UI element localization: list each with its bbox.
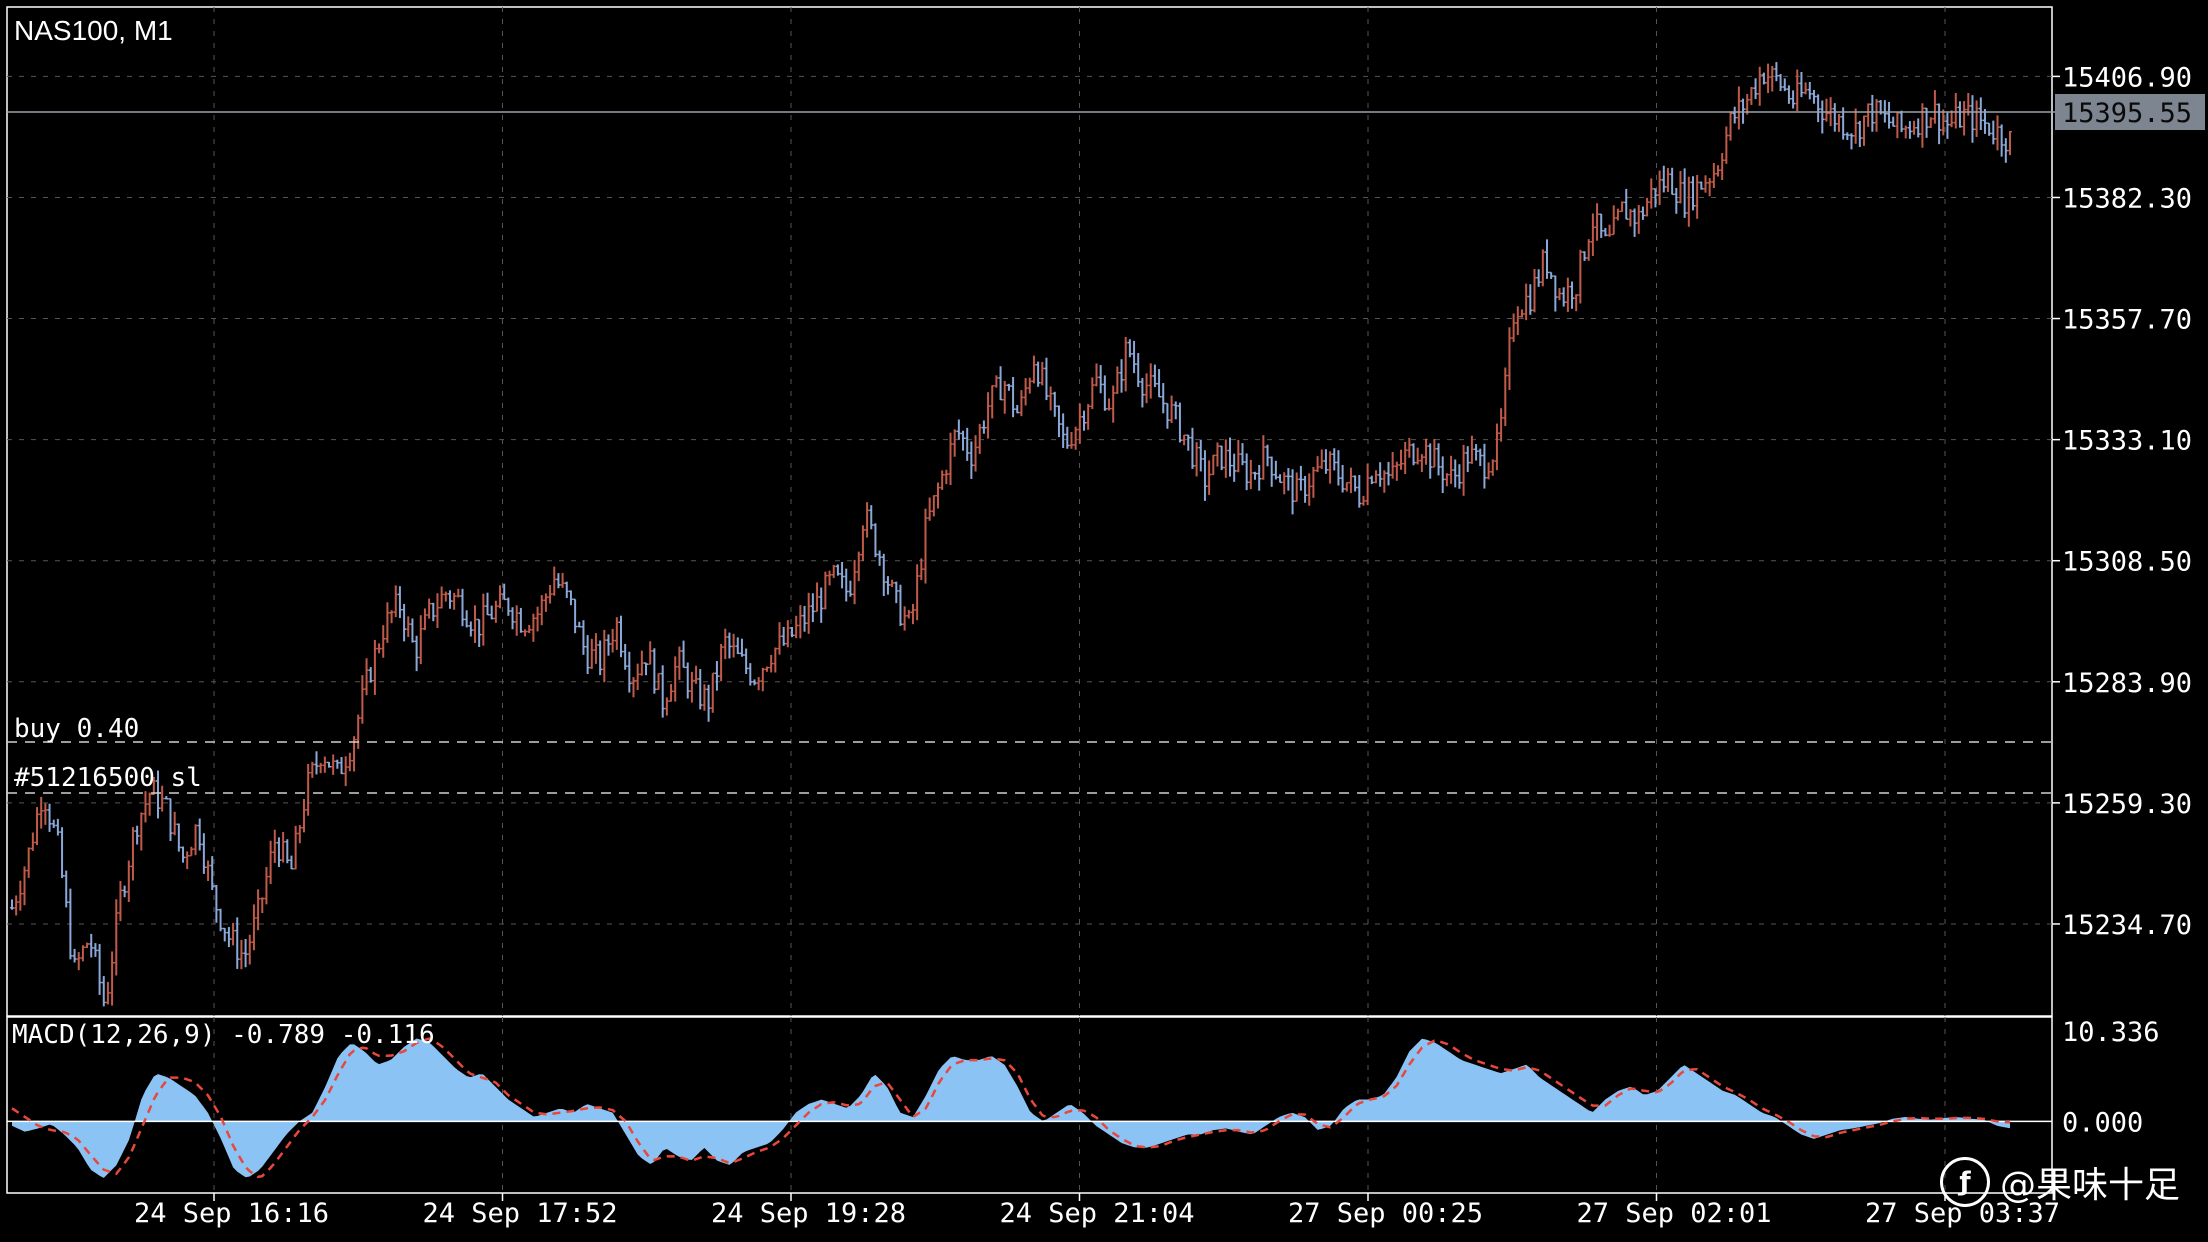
current-price-label: 15395.55 — [2062, 98, 2192, 129]
symbol-label: NAS100, M1 — [14, 15, 173, 46]
candles-group — [10, 62, 2012, 1007]
time-tick-label: 24 Sep 16:16 — [134, 1198, 329, 1229]
time-axis: 24 Sep 16:16 24 Sep 17:52 24 Sep 19:28 24 S… — [134, 1193, 2060, 1229]
watermark-text: @果味十足 — [1999, 1165, 2180, 1206]
price-tick-label: 15357.70 — [2062, 305, 2192, 336]
macd-axis: 10.336 0.000 — [2062, 1017, 2160, 1138]
time-tick-label: 27 Sep 02:01 — [1577, 1198, 1772, 1229]
price-tick-label: 15406.90 — [2062, 62, 2192, 93]
macd-pane-frame — [6, 1016, 2053, 1194]
price-tick-label: 15382.30 — [2062, 183, 2192, 214]
macd-indicator — [7, 1037, 2052, 1179]
current-price-badge — [2055, 94, 2205, 130]
price-tick-label: 15308.50 — [2062, 547, 2192, 578]
time-tick-label: 27 Sep 00:25 — [1288, 1198, 1483, 1229]
buy-order-label[interactable]: buy 0.40 — [14, 714, 139, 744]
time-tick-label: 24 Sep 21:04 — [1000, 1198, 1195, 1229]
sl-order-label[interactable]: #51216500 sl — [14, 763, 202, 793]
price-axis: 15406.90 15382.30 15357.70 15333.10 15308.50… — [2052, 62, 2192, 941]
macd-signal-line — [11, 1037, 2011, 1179]
macd-tick-label: 10.336 — [2062, 1017, 2160, 1048]
grid-lines — [7, 7, 2052, 1193]
time-tick-label: 24 Sep 17:52 — [423, 1198, 618, 1229]
main-pane-frame — [6, 6, 2053, 1017]
price-tick-label: 15283.90 — [2062, 668, 2192, 699]
watermark-logo-icon: ƒ — [1939, 1157, 1990, 1207]
price-tick-label: 15234.70 — [2062, 910, 2192, 941]
price-tick-label: 15259.30 — [2062, 789, 2192, 820]
watermark: ƒ @果味十足 — [1939, 1156, 2180, 1208]
time-tick-label: 24 Sep 19:28 — [711, 1198, 906, 1229]
order-lines[interactable] — [7, 741, 2052, 794]
price-tick-label: 15333.10 — [2062, 426, 2192, 457]
macd-histogram — [12, 1038, 2010, 1178]
macd-label: MACD(12,26,9) -0.789 -0.116 — [12, 1020, 435, 1050]
macd-tick-label: 0.000 — [2062, 1107, 2143, 1138]
